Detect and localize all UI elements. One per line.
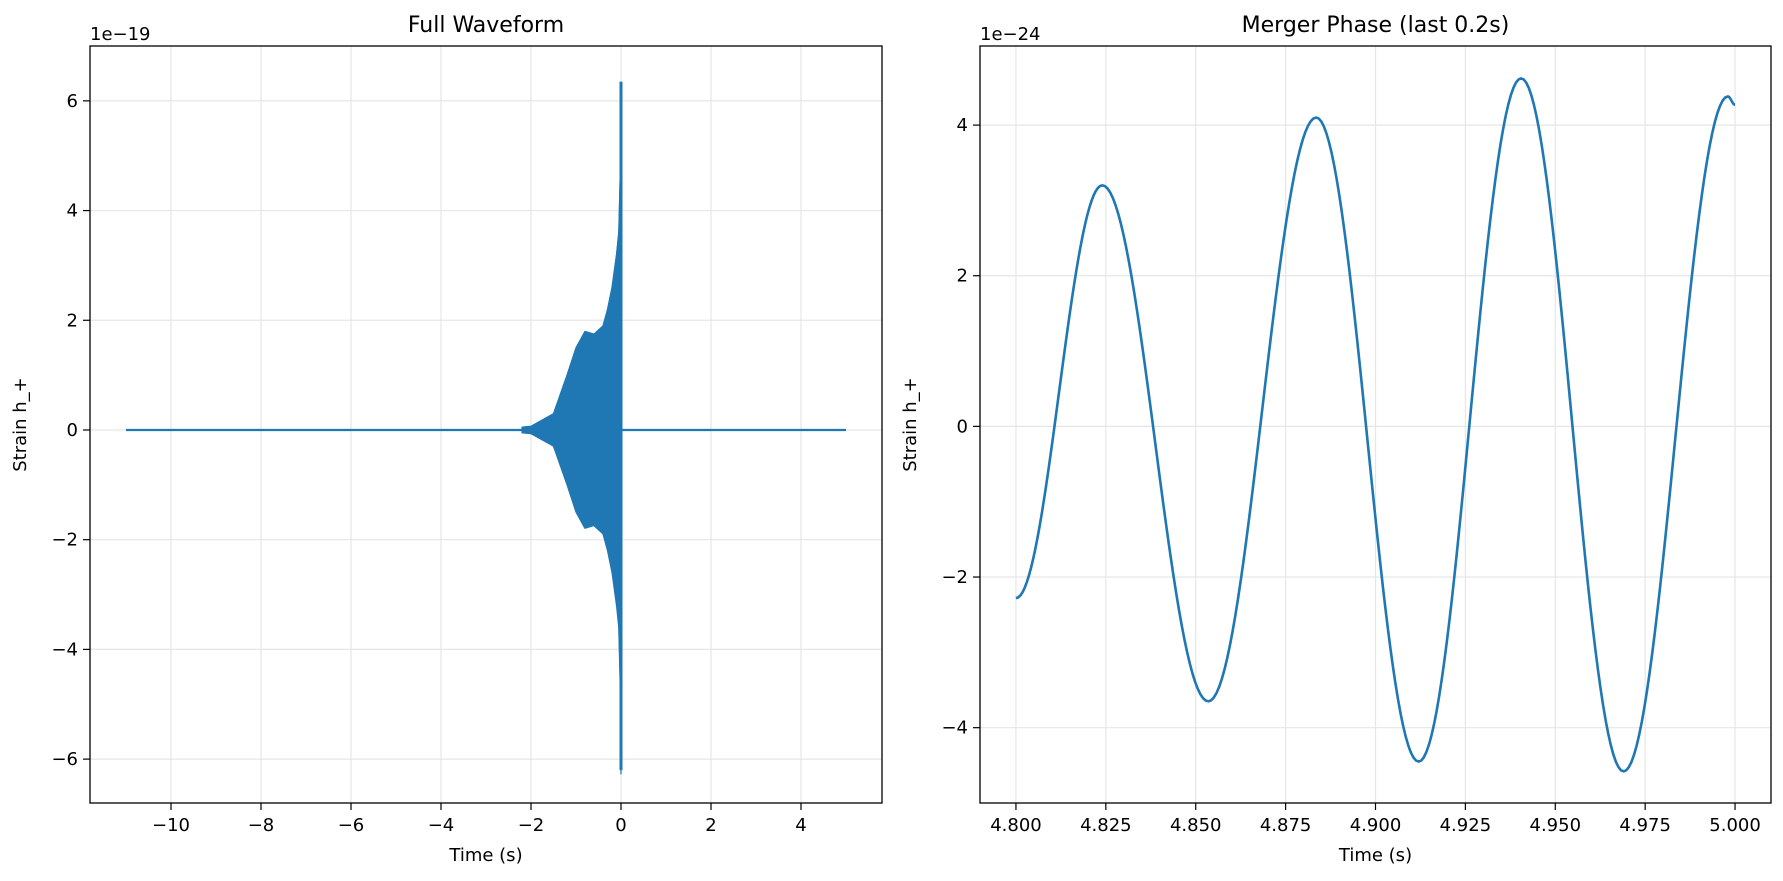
chart-title: Merger Phase (last 0.2s) (1242, 13, 1510, 38)
x-tick-label: −10 (152, 815, 190, 836)
grid (90, 46, 882, 803)
y-axis-ticks: −4 −2 0 2 4 (941, 115, 980, 739)
y-axis-label: Strain h_+ (10, 377, 31, 472)
y-tick-label: −2 (941, 567, 968, 588)
x-tick-label: 4.825 (1080, 815, 1132, 836)
y-tick-label: −4 (51, 639, 78, 660)
y-tick-label: 0 (67, 420, 78, 441)
x-tick-label: 5.000 (1709, 815, 1761, 836)
x-tick-label: −2 (518, 815, 545, 836)
plot-area (126, 81, 846, 775)
x-tick-label: 4.800 (990, 815, 1042, 836)
plot-area (1015, 77, 1737, 773)
y-tick-label: −2 (51, 530, 78, 551)
x-axis-label: Time (s) (448, 845, 522, 866)
y-tick-label: 2 (957, 266, 968, 287)
x-tick-label: 4.900 (1350, 815, 1402, 836)
x-tick-label: −6 (338, 815, 365, 836)
chart-title: Full Waveform (408, 13, 564, 38)
y-tick-label: 4 (67, 201, 78, 222)
y-offset-label: 1e−19 (90, 24, 151, 45)
y-tick-label: −6 (51, 749, 78, 770)
y-offset-label: 1e−24 (980, 24, 1041, 45)
axes-frame (89, 45, 883, 804)
waveform-oscillation (521, 84, 622, 775)
y-tick-label: 4 (957, 115, 968, 136)
x-tick-label: 0 (615, 815, 626, 836)
x-tick-label: −4 (428, 815, 455, 836)
x-tick-label: −8 (248, 815, 275, 836)
grid (980, 46, 1771, 803)
y-axis-ticks: −6 −4 −2 0 2 4 6 (51, 91, 90, 770)
x-tick-label: 4.975 (1619, 815, 1671, 836)
y-tick-label: 0 (957, 416, 968, 437)
x-tick-label: 4 (795, 815, 806, 836)
merger-waveform-line (1015, 77, 1737, 773)
x-tick-label: 4.875 (1260, 815, 1312, 836)
x-axis-ticks: −10 −8 −6 −4 −2 0 2 4 (152, 803, 807, 836)
x-tick-label: 4.950 (1530, 815, 1582, 836)
x-axis-label: Time (s) (1338, 845, 1412, 866)
x-axis-ticks: 4.800 4.825 4.850 4.875 4.900 4.925 4.950 4.975… (990, 803, 1761, 836)
x-tick-label: 4.925 (1440, 815, 1492, 836)
y-tick-label: 6 (67, 91, 78, 112)
x-tick-label: 2 (705, 815, 716, 836)
y-axis-label: Strain h_+ (900, 377, 921, 472)
x-tick-label: 4.850 (1170, 815, 1222, 836)
y-tick-label: 2 (67, 310, 78, 331)
y-tick-label: −4 (941, 718, 968, 739)
merger-phase-panel: 4.800 4.825 4.850 4.875 4.900 4.925 4.950 4.975… (900, 13, 1772, 866)
